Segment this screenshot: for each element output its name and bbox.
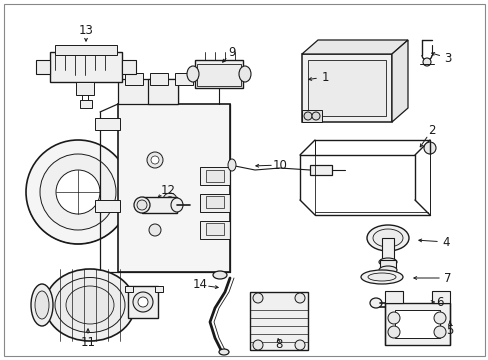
Ellipse shape <box>31 284 53 326</box>
Circle shape <box>26 140 130 244</box>
Circle shape <box>56 170 100 214</box>
Bar <box>125 286 133 292</box>
Circle shape <box>423 142 435 154</box>
Bar <box>309 165 331 175</box>
Ellipse shape <box>239 66 250 82</box>
Bar <box>200 194 229 212</box>
Text: 4: 4 <box>441 235 449 248</box>
Circle shape <box>149 224 161 236</box>
Polygon shape <box>391 40 407 122</box>
Circle shape <box>138 297 148 307</box>
Circle shape <box>294 293 305 303</box>
Text: 10: 10 <box>272 158 287 171</box>
Text: 12: 12 <box>160 184 175 197</box>
Ellipse shape <box>366 225 408 251</box>
Circle shape <box>304 112 311 120</box>
Bar <box>125 73 142 85</box>
Bar <box>195 60 243 88</box>
Ellipse shape <box>186 66 199 82</box>
Bar <box>249 292 307 350</box>
Ellipse shape <box>45 269 135 341</box>
Bar <box>394 310 439 338</box>
Ellipse shape <box>219 349 228 355</box>
Circle shape <box>166 197 173 203</box>
Circle shape <box>294 340 305 350</box>
Text: 11: 11 <box>81 336 95 348</box>
Bar <box>384 303 449 345</box>
Ellipse shape <box>369 298 381 308</box>
Polygon shape <box>302 40 407 54</box>
Bar <box>384 291 402 303</box>
Ellipse shape <box>367 273 395 281</box>
Circle shape <box>133 292 153 312</box>
Ellipse shape <box>66 286 114 324</box>
Ellipse shape <box>134 197 150 213</box>
Text: 5: 5 <box>446 324 453 337</box>
Bar <box>205 223 224 235</box>
Text: 6: 6 <box>435 296 443 309</box>
Circle shape <box>252 293 263 303</box>
Bar <box>175 73 193 85</box>
Bar <box>302 54 391 122</box>
Bar <box>379 260 395 270</box>
Bar <box>50 52 122 82</box>
Ellipse shape <box>137 200 147 210</box>
Bar <box>80 100 92 108</box>
Circle shape <box>40 154 116 230</box>
Text: 14: 14 <box>192 279 207 292</box>
Bar <box>142 197 177 213</box>
Circle shape <box>163 193 177 207</box>
Bar <box>200 221 229 239</box>
Bar <box>148 79 178 104</box>
Bar <box>76 82 94 95</box>
Circle shape <box>252 340 263 350</box>
Bar <box>205 196 224 208</box>
Circle shape <box>151 156 159 164</box>
Circle shape <box>311 112 319 120</box>
Circle shape <box>422 58 430 66</box>
Ellipse shape <box>378 266 396 274</box>
Text: 9: 9 <box>228 45 235 59</box>
Bar <box>118 79 178 104</box>
Bar <box>431 291 449 303</box>
Ellipse shape <box>35 291 49 319</box>
Ellipse shape <box>360 270 402 284</box>
Circle shape <box>387 312 399 324</box>
Ellipse shape <box>213 271 226 279</box>
Ellipse shape <box>55 278 125 333</box>
Bar <box>150 73 168 85</box>
Bar <box>302 110 321 122</box>
Bar <box>205 170 224 182</box>
Bar <box>95 118 120 130</box>
Ellipse shape <box>372 229 402 247</box>
Bar <box>36 60 50 74</box>
Bar <box>55 45 117 55</box>
Text: 1: 1 <box>321 71 328 84</box>
Text: 7: 7 <box>443 271 451 284</box>
Bar <box>381 238 393 262</box>
Bar <box>122 60 136 74</box>
Bar <box>307 60 385 116</box>
Circle shape <box>387 326 399 338</box>
Bar <box>118 104 229 272</box>
Circle shape <box>433 312 445 324</box>
Ellipse shape <box>378 258 396 266</box>
Bar <box>128 286 158 318</box>
Ellipse shape <box>171 198 183 212</box>
Bar <box>95 200 120 212</box>
Bar <box>200 167 229 185</box>
Text: 2: 2 <box>427 123 435 136</box>
Circle shape <box>433 326 445 338</box>
Ellipse shape <box>227 159 236 171</box>
Text: 8: 8 <box>275 338 282 351</box>
Text: 13: 13 <box>79 23 93 36</box>
Text: 3: 3 <box>444 51 451 64</box>
Circle shape <box>147 152 163 168</box>
Bar <box>155 286 163 292</box>
Bar <box>197 64 241 86</box>
